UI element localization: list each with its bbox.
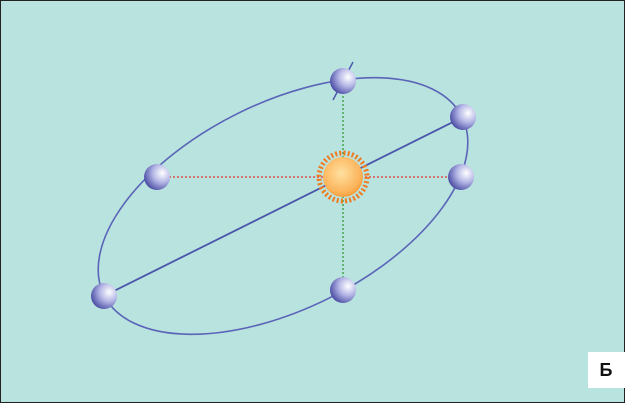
planet [330, 68, 356, 94]
planet [330, 277, 356, 303]
panel-label: Б [600, 360, 613, 380]
sun-disc [323, 157, 363, 197]
diagram: Б [0, 0, 625, 403]
planet [144, 164, 170, 190]
planet [448, 164, 474, 190]
background [1, 1, 625, 403]
planet [450, 104, 476, 130]
planet [91, 283, 117, 309]
sun [319, 153, 367, 201]
